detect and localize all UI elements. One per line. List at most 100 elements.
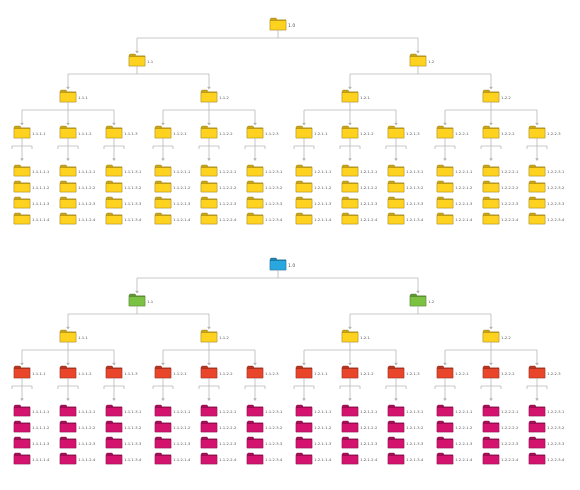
leaf-folder-icon bbox=[246, 436, 264, 449]
level1-folder-icon bbox=[409, 53, 427, 67]
leaf-label: 1.2.2.2.1 bbox=[501, 409, 519, 414]
level3-folder-icon bbox=[200, 125, 218, 139]
leaf-label: 1.2.2.1.1 bbox=[455, 169, 473, 174]
leaf-folder-icon bbox=[13, 436, 31, 449]
connector-arrow bbox=[20, 122, 24, 126]
level3-label: 1.1.2.3 bbox=[265, 131, 279, 136]
level2-label: 1.1.1 bbox=[78, 95, 88, 100]
leaf-folder-icon bbox=[482, 164, 500, 177]
leaf-label: 1.2.1.1.2 bbox=[314, 185, 332, 190]
level3-folder-icon bbox=[436, 125, 454, 139]
connector-arrow bbox=[66, 122, 70, 126]
leaf-folder-icon bbox=[436, 180, 454, 193]
connector-arrow bbox=[66, 86, 70, 90]
connector-arrow bbox=[535, 398, 539, 401]
connector-arrow bbox=[207, 122, 211, 126]
leaf-label: 1.1.1.3.4 bbox=[124, 457, 142, 462]
leaf-label: 1.1.2.2.3 bbox=[219, 201, 237, 206]
connector-arrow bbox=[20, 362, 24, 366]
leaf-folder-icon bbox=[436, 420, 454, 433]
leaf-label: 1.2.2.3.2 bbox=[547, 185, 565, 190]
leaf-folder-icon bbox=[105, 436, 123, 449]
connector-arrow bbox=[535, 362, 539, 366]
leaf-folder-icon bbox=[295, 196, 313, 209]
leaf-folder-icon bbox=[295, 452, 313, 465]
leaf-label: 1.1.1.1.3 bbox=[32, 201, 50, 206]
leaf-folder-icon bbox=[105, 164, 123, 177]
leaf-folder-icon bbox=[59, 196, 77, 209]
level2-folder-icon bbox=[482, 329, 500, 343]
leaf-label: 1.2.1.1.4 bbox=[314, 217, 332, 222]
leaf-folder-icon bbox=[200, 212, 218, 225]
leaf-label: 1.2.2.1.4 bbox=[455, 457, 473, 462]
leaf-folder-icon bbox=[482, 436, 500, 449]
leaf-folder-icon bbox=[341, 164, 359, 177]
level3-label: 1.1.1.1 bbox=[32, 131, 46, 136]
leaf-label: 1.1.1.2.4 bbox=[78, 457, 96, 462]
connector-arrow bbox=[416, 50, 420, 54]
level3-label: 1.2.2.2 bbox=[501, 131, 515, 136]
leaf-folder-icon bbox=[341, 404, 359, 417]
connector-arrow bbox=[112, 398, 116, 401]
level3-folder-icon bbox=[436, 365, 454, 379]
level3-folder-icon bbox=[13, 125, 31, 139]
leaf-label: 1.2.2.3.4 bbox=[547, 217, 565, 222]
leaf-folder-icon bbox=[200, 196, 218, 209]
leaf-label: 1.1.2.1.2 bbox=[173, 185, 191, 190]
level2-label: 1.1.1 bbox=[78, 335, 88, 340]
leaf-label: 1.1.1.3.3 bbox=[124, 201, 142, 206]
leaf-folder-icon bbox=[59, 436, 77, 449]
leaf-label: 1.1.2.1.4 bbox=[173, 457, 191, 462]
leaf-label: 1.2.1.1.1 bbox=[314, 169, 332, 174]
leaf-folder-icon bbox=[295, 420, 313, 433]
level1-label: 1.1 bbox=[147, 299, 154, 304]
level3-folder-icon bbox=[13, 365, 31, 379]
level2-folder-icon bbox=[482, 89, 500, 103]
level2-label: 1.2.1 bbox=[360, 335, 370, 340]
leaf-folder-icon bbox=[246, 164, 264, 177]
leaf-label: 1.2.1.1.1 bbox=[314, 409, 332, 414]
leaf-folder-icon bbox=[154, 404, 172, 417]
leaf-label: 1.2.1.3.3 bbox=[406, 201, 424, 206]
leaf-folder-icon bbox=[13, 196, 31, 209]
leaf-label: 1.2.2.1.4 bbox=[455, 217, 473, 222]
leaf-folder-icon bbox=[154, 436, 172, 449]
level2-folder-icon bbox=[59, 89, 77, 103]
leaf-label: 1.2.1.2.4 bbox=[360, 457, 378, 462]
connector-arrow bbox=[348, 362, 352, 366]
level3-folder-icon bbox=[387, 125, 405, 139]
leaf-folder-icon bbox=[528, 196, 546, 209]
leaf-label: 1.1.2.1.3 bbox=[173, 201, 191, 206]
connector-arrow bbox=[302, 362, 306, 366]
leaf-folder-icon bbox=[13, 404, 31, 417]
leaf-folder-icon bbox=[482, 196, 500, 209]
leaf-folder-icon bbox=[200, 420, 218, 433]
level2-folder-icon bbox=[200, 89, 218, 103]
connector-arrow bbox=[253, 158, 257, 161]
connector-arrow bbox=[302, 158, 306, 161]
connector-arrow bbox=[207, 158, 211, 161]
leaf-label: 1.2.2.3.1 bbox=[547, 169, 565, 174]
leaf-label: 1.1.2.2.4 bbox=[219, 217, 237, 222]
level3-label: 1.1.2.3 bbox=[265, 371, 279, 376]
level3-folder-icon bbox=[528, 125, 546, 139]
leaf-folder-icon bbox=[13, 452, 31, 465]
leaf-folder-icon bbox=[482, 420, 500, 433]
connector-arrow bbox=[302, 122, 306, 126]
leaf-folder-icon bbox=[387, 420, 405, 433]
leaf-folder-icon bbox=[528, 436, 546, 449]
level3-label: 1.1.1.3 bbox=[124, 371, 138, 376]
connector-arrow bbox=[135, 290, 139, 294]
leaf-folder-icon bbox=[341, 452, 359, 465]
connector-arrow bbox=[348, 398, 352, 401]
level3-folder-icon bbox=[246, 365, 264, 379]
leaf-label: 1.1.2.1.1 bbox=[173, 169, 191, 174]
leaf-label: 1.2.1.3.2 bbox=[406, 425, 424, 430]
level3-label: 1.2.1.2 bbox=[360, 131, 374, 136]
level1-folder-icon bbox=[409, 293, 427, 307]
leaf-label: 1.2.1.1.3 bbox=[314, 201, 332, 206]
leaf-label: 1.1.1.2.1 bbox=[78, 169, 96, 174]
connector-arrow bbox=[161, 122, 165, 126]
connector-arrow bbox=[394, 158, 398, 161]
connector-arrow bbox=[207, 326, 211, 330]
